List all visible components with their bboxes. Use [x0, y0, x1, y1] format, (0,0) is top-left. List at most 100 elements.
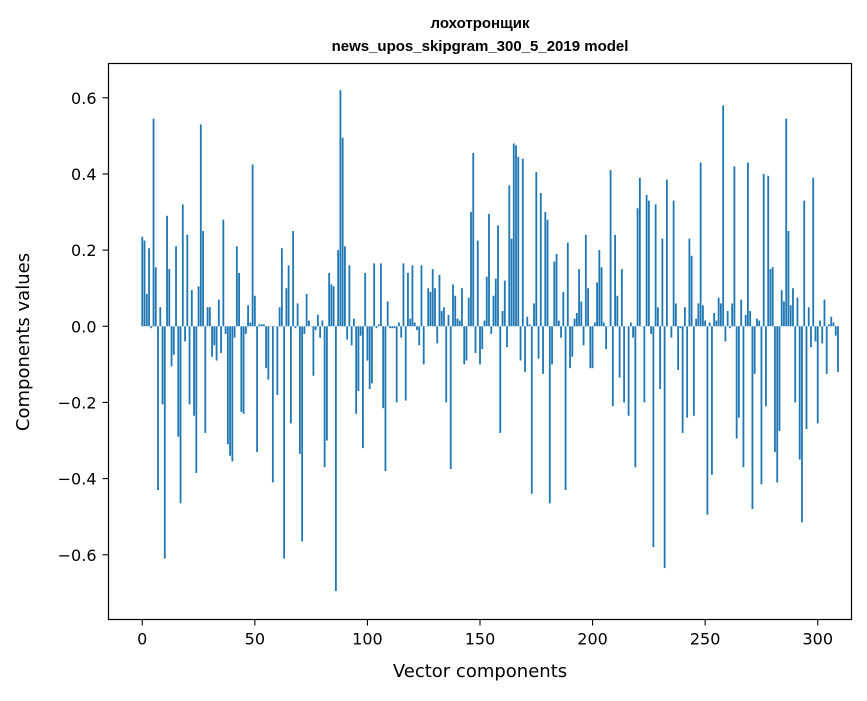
bar-40: [231, 326, 233, 461]
bar-16: [177, 326, 179, 436]
bar-103: [373, 263, 375, 326]
bar-274: [758, 321, 760, 327]
bar-22: [191, 290, 193, 326]
bar-295: [806, 326, 808, 429]
bar-138: [452, 284, 454, 326]
bar-96: [358, 326, 360, 391]
bar-79: [319, 326, 321, 337]
bar-54: [263, 324, 265, 326]
bar-141: [459, 321, 461, 327]
bar-97: [360, 326, 362, 336]
bar-76: [312, 326, 314, 376]
bar-160: [502, 311, 504, 326]
bar-37: [225, 326, 227, 334]
x-tick-label: 0: [137, 630, 147, 649]
bar-271: [752, 326, 754, 509]
bar-153: [486, 277, 488, 327]
bar-306: [830, 317, 832, 327]
bar-127: [427, 288, 429, 326]
bar-272: [754, 326, 756, 374]
bar-203: [598, 250, 600, 326]
bar-128: [430, 292, 432, 326]
bar-249: [702, 305, 704, 326]
bar-268: [745, 315, 747, 326]
bar-86: [335, 326, 337, 591]
bar-221: [639, 178, 641, 327]
bar-63: [283, 326, 285, 558]
bar-88: [340, 90, 342, 326]
bar-121: [414, 322, 416, 326]
bar-259: [725, 326, 727, 341]
bar-125: [423, 326, 425, 364]
bar-303: [824, 300, 826, 327]
bar-183: [553, 262, 555, 327]
bar-136: [448, 315, 450, 326]
bar-110: [389, 326, 391, 328]
bar-204: [601, 267, 603, 326]
bar-186: [560, 326, 562, 337]
bar-34: [218, 300, 220, 327]
bar-8: [159, 307, 161, 326]
bar-5: [153, 119, 155, 327]
bar-112: [394, 326, 396, 328]
bar-227: [652, 326, 654, 547]
bar-189: [567, 242, 569, 326]
bar-45: [243, 326, 245, 414]
bar-173: [531, 326, 533, 494]
bar-294: [803, 201, 805, 327]
bar-291: [797, 298, 799, 327]
bar-148: [475, 326, 477, 353]
bar-159: [499, 326, 501, 433]
bar-139: [454, 296, 456, 326]
bar-99: [364, 273, 366, 326]
bar-166: [515, 145, 517, 326]
bar-176: [538, 326, 540, 358]
bar-217: [630, 322, 632, 326]
bar-151: [481, 326, 483, 349]
bar-124: [421, 265, 423, 326]
y-tick-label: 0.4: [71, 165, 96, 184]
bar-32: [213, 326, 215, 345]
y-tick-label: 0.2: [71, 241, 96, 260]
bar-170: [524, 326, 526, 372]
bar-29: [207, 307, 209, 326]
bar-111: [391, 326, 393, 328]
bar-0: [141, 237, 143, 326]
bar-226: [650, 326, 652, 334]
bar-285: [783, 302, 785, 327]
bar-301: [819, 321, 821, 327]
y-tick-label: −0.6: [58, 546, 97, 565]
bar-30: [209, 307, 211, 326]
bar-254: [713, 313, 715, 326]
chart-title-line-1: лохотронщик: [431, 15, 530, 32]
bar-161: [504, 281, 506, 327]
bar-282: [776, 326, 778, 482]
bar-15: [175, 246, 177, 326]
bar-262: [731, 303, 733, 326]
bar-44: [240, 326, 242, 412]
bar-81: [324, 326, 326, 467]
bar-72: [303, 326, 305, 334]
bar-89: [342, 138, 344, 327]
bar-258: [722, 105, 724, 326]
bar-304: [826, 326, 828, 374]
bar-243: [688, 239, 690, 327]
bar-133: [441, 311, 443, 326]
bar-107: [382, 326, 384, 408]
bar-206: [605, 326, 607, 349]
bar-11: [166, 216, 168, 326]
bar-74: [308, 321, 310, 327]
bar-298: [812, 178, 814, 327]
bar-181: [549, 326, 551, 503]
bar-114: [398, 322, 400, 326]
bar-100: [367, 326, 369, 360]
bar-169: [522, 159, 524, 327]
bar-84: [331, 284, 333, 326]
bar-244: [691, 256, 693, 326]
bar-180: [547, 220, 549, 327]
bar-175: [535, 172, 537, 326]
bar-171: [526, 317, 528, 327]
bar-309: [837, 326, 839, 372]
